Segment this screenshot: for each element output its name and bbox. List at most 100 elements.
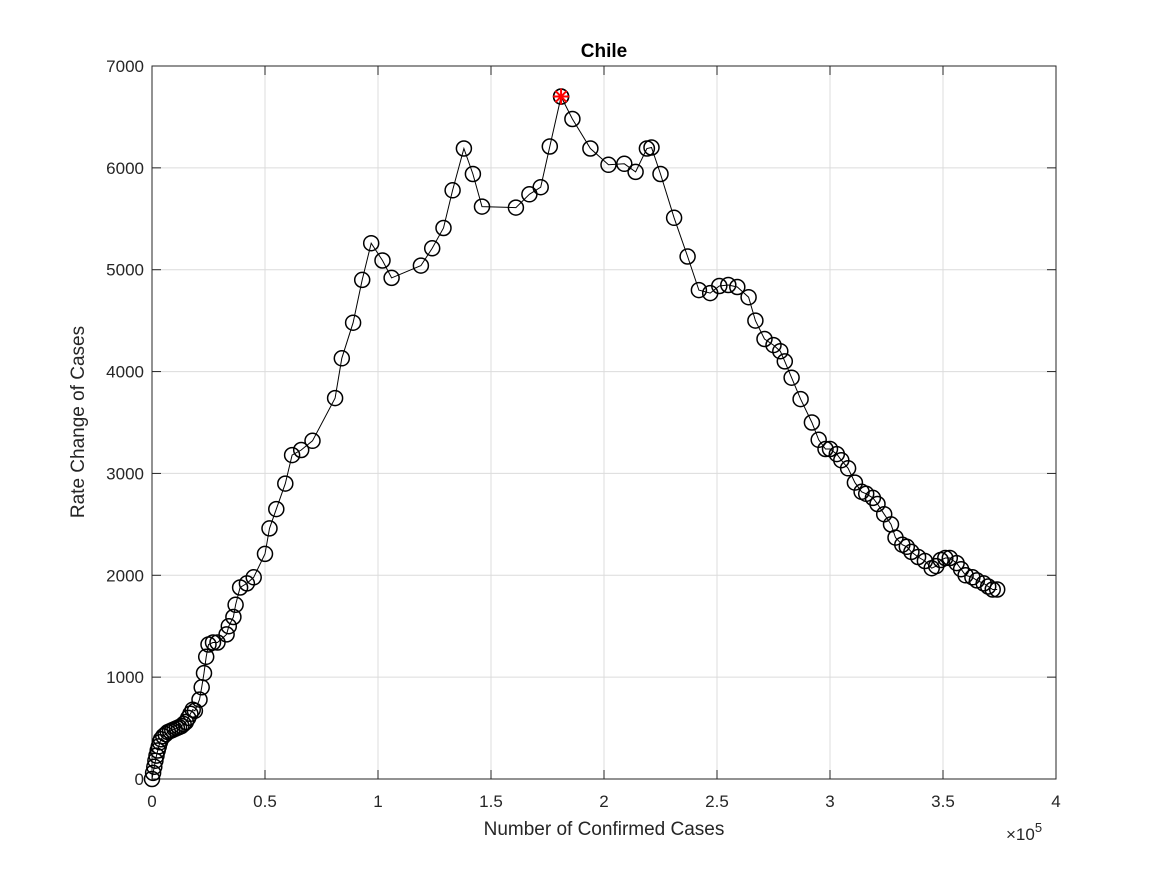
data-point-62 — [541, 138, 559, 155]
x-tick-label-3: 1.5 — [479, 792, 503, 811]
data-point-46 — [333, 350, 351, 367]
x-tick-label-4: 2 — [599, 792, 608, 811]
data-point-47 — [344, 314, 362, 331]
data-point-73 — [679, 248, 696, 265]
data-point-33 — [225, 608, 242, 626]
data-point-32 — [220, 617, 238, 635]
data-point-89 — [817, 440, 834, 458]
data-point-23 — [186, 702, 204, 720]
x-axis-ticks: 0 0.5 1 1.5 2 2.5 3 3.5 4 — [147, 66, 1061, 811]
data-point-103 — [898, 538, 916, 556]
data-point-19 — [177, 713, 195, 731]
x-axis-title: Number of Confirmed Cases — [484, 819, 725, 840]
data-point-49 — [362, 234, 380, 252]
data-point-97 — [864, 489, 882, 507]
data-point-84 — [776, 353, 794, 370]
data-point-56 — [455, 140, 473, 157]
data-point-1 — [144, 764, 162, 782]
data-point-26 — [195, 664, 213, 682]
data-point-55 — [444, 182, 461, 199]
data-point-117 — [975, 575, 992, 592]
data-point-71 — [652, 165, 669, 183]
y-tick-label-7: 7000 — [106, 57, 144, 76]
data-point-67 — [616, 155, 633, 173]
data-point-119 — [984, 581, 1001, 598]
data-point-58 — [473, 198, 491, 215]
data-point-45 — [326, 389, 344, 407]
data-point-27 — [197, 648, 215, 666]
data-point-76 — [711, 277, 728, 295]
chart-title: Chile — [581, 41, 627, 62]
x-tick-label-0: 0 — [147, 792, 156, 811]
data-point-93 — [839, 460, 857, 477]
x-tick-label-1: 0.5 — [253, 792, 277, 811]
data-point-38 — [256, 545, 274, 563]
y-tick-label-2: 2000 — [106, 566, 144, 585]
data-point-114 — [957, 567, 974, 584]
data-point-74 — [690, 281, 708, 299]
data-point-78 — [729, 278, 746, 296]
data-point-54 — [435, 219, 452, 237]
data-point-68 — [627, 163, 644, 181]
y-tick-label-3: 3000 — [106, 464, 144, 483]
peak-marker — [552, 88, 570, 105]
data-point-72 — [665, 209, 683, 227]
y-tick-label-5: 5000 — [106, 261, 144, 280]
data-point-30 — [209, 634, 226, 651]
data-point-83 — [772, 342, 789, 360]
x-tick-label-2: 1 — [373, 792, 382, 811]
data-point-51 — [383, 269, 400, 287]
data-point-120 — [988, 581, 1006, 598]
y-axis-title: Rate Change of Cases — [68, 326, 89, 518]
data-point-24 — [191, 691, 208, 708]
data-point-79 — [740, 288, 757, 306]
data-point-48 — [353, 271, 371, 289]
data-points — [143, 88, 1006, 788]
data-point-44 — [304, 432, 321, 450]
data-point-57 — [464, 165, 482, 183]
data-point-50 — [374, 252, 391, 269]
data-point-81 — [756, 330, 773, 348]
x-tick-label-8: 4 — [1051, 792, 1060, 811]
data-point-31 — [218, 626, 235, 643]
data-point-42 — [283, 446, 301, 464]
data-point-0 — [143, 770, 161, 788]
y-axis-ticks: 0 1000 2000 3000 4000 5000 6000 7000 — [106, 57, 1056, 789]
data-point-87 — [803, 414, 821, 431]
data-point-118 — [979, 578, 997, 595]
data-point-86 — [792, 390, 809, 408]
data-point-59 — [507, 199, 525, 216]
data-point-40 — [268, 500, 285, 518]
x-tick-label-6: 3 — [825, 792, 834, 811]
data-point-85 — [783, 369, 800, 386]
y-tick-label-6: 6000 — [106, 159, 144, 178]
data-point-53 — [423, 240, 441, 257]
x-axis-multiplier-exponent: 5 — [1035, 820, 1042, 835]
data-point-64 — [564, 110, 581, 128]
data-point-43 — [292, 441, 310, 459]
data-point-37 — [245, 569, 262, 586]
peak-marker-stroke-3 — [554, 90, 568, 103]
data-point-65 — [582, 140, 599, 157]
x-tick-label-5: 2.5 — [705, 792, 729, 811]
data-point-110 — [937, 549, 954, 567]
x-tick-label-7: 3.5 — [931, 792, 955, 811]
y-tick-label-0: 0 — [135, 770, 144, 789]
data-point-70 — [643, 139, 660, 156]
y-tick-label-4: 4000 — [106, 363, 144, 382]
data-point-29 — [204, 634, 222, 651]
data-point-77 — [720, 276, 737, 294]
data-point-39 — [261, 520, 278, 537]
x-axis-multiplier-base: ×10 — [1006, 825, 1035, 844]
x-axis-multiplier: ×105 — [1006, 820, 1042, 844]
data-point-41 — [277, 475, 294, 492]
data-point-80 — [747, 312, 764, 329]
data-point-34 — [227, 596, 244, 614]
data-point-66 — [600, 156, 617, 174]
data-point-52 — [412, 257, 430, 274]
y-tick-label-1: 1000 — [106, 668, 144, 687]
data-point-21 — [182, 705, 199, 723]
data-point-2 — [146, 758, 163, 776]
data-point-61 — [532, 178, 549, 196]
